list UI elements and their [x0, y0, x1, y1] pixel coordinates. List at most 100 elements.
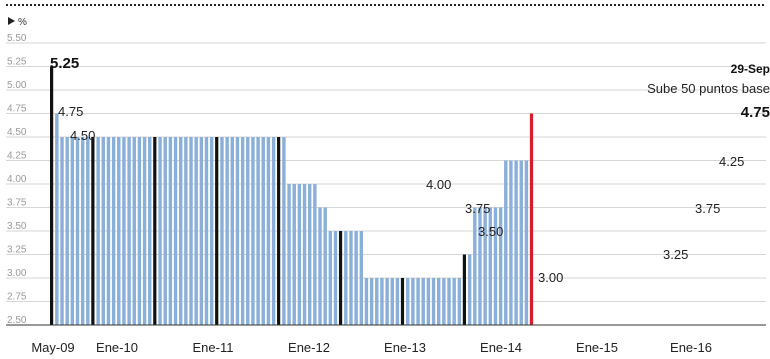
bar — [86, 137, 90, 325]
x-tick-label: Ene-15 — [576, 340, 618, 355]
bar — [230, 137, 234, 325]
bar — [65, 137, 69, 325]
bar — [457, 278, 462, 325]
bar — [256, 137, 260, 325]
bar — [380, 278, 384, 325]
bar — [318, 207, 322, 325]
bar — [80, 137, 85, 325]
bar — [148, 137, 152, 325]
annotation-date: 29-Sep — [731, 62, 770, 76]
annotation-text: Sube 50 puntos base — [647, 81, 770, 96]
bar — [235, 137, 240, 325]
y-tick-label: 3.25 — [7, 245, 27, 256]
bar — [390, 278, 394, 325]
bar — [168, 137, 173, 325]
bar — [375, 278, 379, 325]
bar — [473, 207, 477, 325]
bar — [406, 278, 410, 325]
y-tick-label: 2.75 — [7, 292, 27, 303]
bar — [215, 137, 219, 325]
bar — [282, 137, 286, 325]
bar — [111, 137, 116, 325]
bars — [6, 66, 766, 326]
data-label: 4.75 — [741, 104, 770, 121]
bar — [297, 184, 302, 325]
x-tick-label: Ene-12 — [288, 340, 330, 355]
bar — [488, 207, 492, 325]
bar — [411, 278, 415, 325]
bar — [447, 278, 451, 325]
bar — [117, 137, 121, 325]
y-tick-label: 4.00 — [7, 174, 27, 185]
data-label: 3.50 — [478, 224, 503, 239]
x-tick-label: Ene-10 — [96, 340, 138, 355]
bar — [137, 137, 142, 325]
bar — [524, 160, 529, 325]
bar — [323, 207, 327, 325]
annotation: 29-Sep Sube 50 puntos base — [647, 62, 770, 96]
bar — [308, 184, 312, 325]
x-tick-label: Ene-14 — [480, 340, 522, 355]
bar — [209, 137, 214, 325]
bar — [158, 137, 162, 325]
y-tick-label: 3.75 — [7, 198, 27, 209]
bar — [483, 207, 487, 325]
bar — [194, 137, 198, 325]
bar — [173, 137, 178, 325]
bar — [437, 278, 441, 325]
bar — [467, 254, 472, 325]
bar — [75, 137, 80, 325]
data-label: 4.75 — [58, 104, 83, 119]
y-tick-labels: 5.50 5.25 5.00 4.75 4.50 4.25 4.00 3.75 3.50 3.25… — [7, 33, 27, 326]
bar — [344, 231, 348, 325]
y-tick-label: 3.50 — [7, 221, 27, 232]
bar — [189, 137, 193, 325]
data-labels: 5.25 4.75 4.50 4.00 3.75 3.50 3.00 3.25 3.75 4.25… — [50, 55, 770, 285]
unit-label: % — [18, 17, 27, 28]
bar — [354, 231, 358, 325]
unit-arrow-icon — [8, 17, 15, 25]
bar — [251, 137, 255, 325]
bar — [302, 184, 307, 325]
x-tick-label: Ene-11 — [193, 340, 234, 355]
bar — [364, 278, 369, 325]
bar — [369, 278, 374, 325]
bar — [493, 207, 498, 325]
bar — [127, 137, 131, 325]
x-tick-label: Ene-13 — [384, 340, 426, 355]
bar — [179, 137, 183, 325]
bar — [400, 278, 405, 325]
bar — [519, 160, 523, 325]
y-tick-label: 5.00 — [7, 80, 27, 91]
bar — [153, 137, 157, 325]
bar — [385, 278, 389, 325]
bar — [199, 137, 204, 325]
y-tick-label: 4.25 — [7, 151, 27, 162]
bar — [416, 278, 420, 325]
bar — [96, 137, 100, 325]
y-tick-label: 2.50 — [7, 315, 27, 326]
y-tick-label: 5.25 — [7, 57, 27, 68]
bar — [271, 137, 276, 325]
bar — [91, 137, 95, 325]
bar — [498, 207, 503, 325]
y-tick-label: 3.00 — [7, 268, 27, 279]
bar — [313, 184, 317, 325]
bar — [50, 66, 54, 325]
bar — [421, 278, 425, 325]
bar — [70, 137, 75, 325]
bar — [287, 184, 291, 325]
data-label: 3.00 — [538, 270, 563, 285]
bar — [509, 160, 513, 325]
data-label: 3.25 — [663, 247, 688, 262]
bar — [163, 137, 167, 325]
bar — [338, 231, 343, 325]
data-label: 4.00 — [426, 177, 451, 192]
bar — [349, 231, 353, 325]
bar — [266, 137, 271, 325]
bar — [504, 160, 508, 325]
bar — [529, 113, 534, 325]
bar — [122, 137, 126, 325]
bar — [478, 207, 482, 325]
